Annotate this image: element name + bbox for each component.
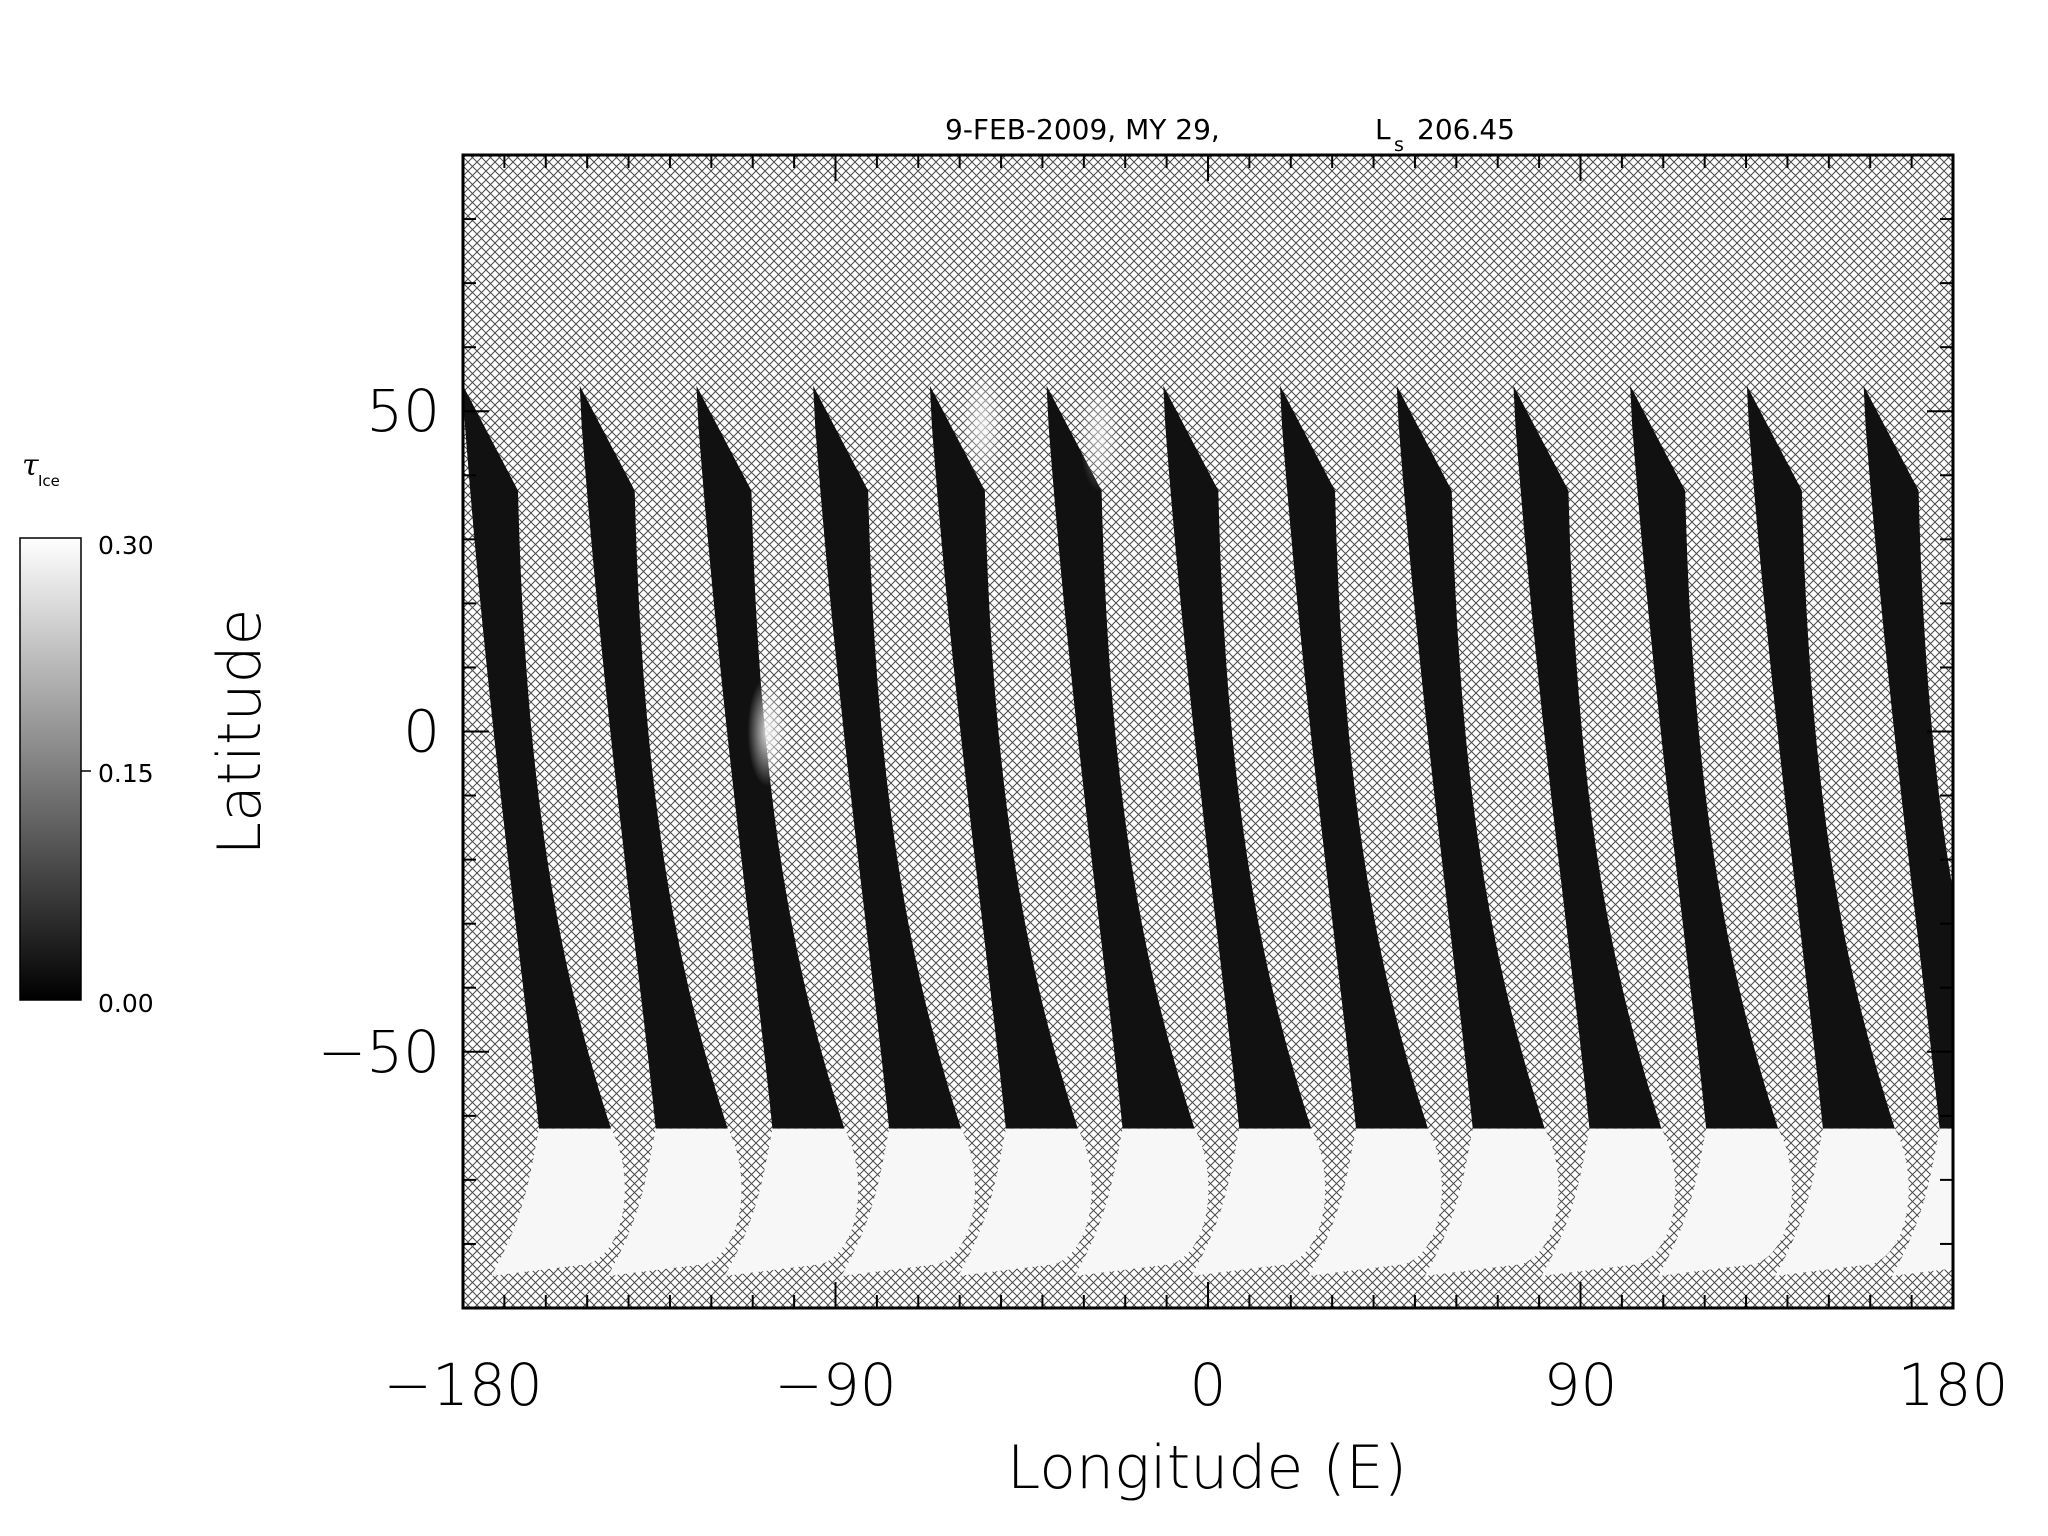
colorbar-gradient [19, 537, 82, 1001]
x-tick-label: 180 [1898, 1351, 2009, 1419]
polar-cap-region [1424, 1128, 1559, 1276]
colorbar-label-subscript: Ice [38, 472, 60, 490]
title-ls-symbol: L [1375, 113, 1391, 146]
y-axis-label: Latitude [205, 609, 275, 856]
polar-cap-region [1774, 1128, 1909, 1276]
polar-cap-region [957, 1128, 1092, 1276]
swath-body [696, 385, 845, 1129]
polar-cap-region [1074, 1128, 1209, 1276]
swath-body [1396, 385, 1545, 1129]
x-tick-label: 90 [1544, 1351, 1618, 1419]
polar-cap-region [1191, 1128, 1326, 1276]
swath-body [1630, 385, 1779, 1129]
colorbar-label-tau: τ [22, 448, 39, 483]
polar-cap-region [1308, 1128, 1442, 1276]
y-tick-labels: 50 0 −50 [318, 377, 440, 1086]
polar-cap-region [1891, 1128, 1953, 1276]
axis-ticks [462, 154, 1954, 1309]
polar-cap-region [491, 1128, 625, 1276]
polar-cap-region [841, 1128, 976, 1276]
polar-cap-region [607, 1128, 742, 1276]
swath-body [1280, 385, 1429, 1129]
swath-body [463, 385, 611, 1129]
x-tick-label: 0 [1190, 1351, 1227, 1419]
swath-body [1863, 385, 1953, 1129]
colorbar-tick-label: 0.30 [98, 531, 154, 560]
y-tick-label: 50 [366, 377, 440, 445]
polar-cap-region [1541, 1128, 1676, 1276]
swath-body [813, 385, 962, 1129]
swath-body [1980, 386, 2048, 1129]
y-tick-label: −50 [318, 1018, 440, 1086]
title-ls-subscript: s [1394, 134, 1404, 156]
title-ls-value: 206.45 [1417, 113, 1515, 146]
swath-body [1046, 385, 1195, 1129]
x-tick-label: −90 [774, 1351, 896, 1419]
bright-cloud-feature [747, 676, 788, 787]
title-date: 9-FEB-2009, MY 29, [945, 113, 1220, 146]
swath-body [579, 385, 728, 1129]
polar-cap-region [1658, 1128, 1793, 1276]
x-axis-label: Longitude (E) [1007, 1433, 1407, 1503]
swath-body [929, 385, 1078, 1129]
swath-body [1513, 385, 1662, 1129]
colorbar-tick-label: 0.15 [98, 759, 154, 788]
polar-cap-region [724, 1128, 859, 1276]
observation-swaths [463, 369, 2048, 1276]
x-tick-label: −180 [383, 1351, 542, 1419]
bright-cloud-feature [1079, 381, 1120, 492]
bright-cloud-feature [962, 369, 1003, 480]
y-tick-label: 0 [403, 698, 440, 766]
chart-title: 9-FEB-2009, MY 29, L s 206.45 [945, 113, 1515, 156]
colorbar-tick-label: 0.00 [98, 989, 154, 1018]
x-tick-labels: −180 −90 0 90 180 [383, 1351, 2008, 1419]
polar-cap-region [2008, 1129, 2048, 1276]
swath-body [1746, 385, 1895, 1129]
swath-body [1163, 385, 1312, 1129]
colorbar: τ Ice 0.30 0.15 0.00 [19, 448, 154, 1018]
